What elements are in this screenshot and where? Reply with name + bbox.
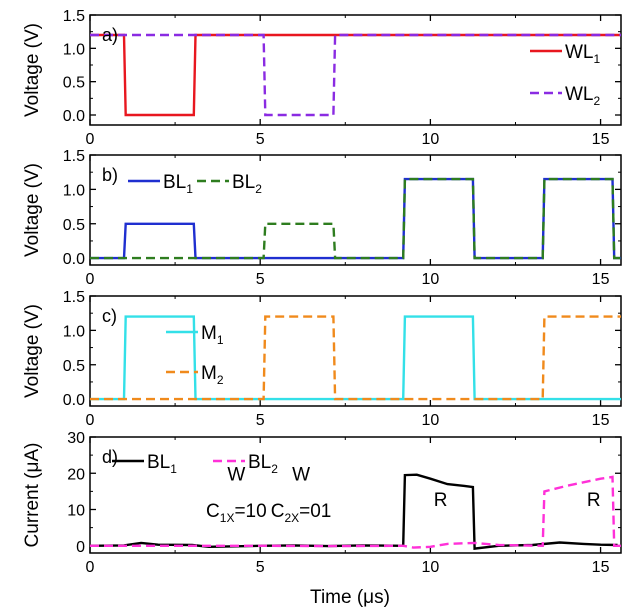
y-tick-label: 0.5 <box>63 217 85 234</box>
legend: BL1 BL2 <box>112 452 278 476</box>
panel-label: a) <box>102 25 118 45</box>
panel-label: b) <box>102 165 118 185</box>
panel-label: d) <box>102 447 118 467</box>
legend-label: BL2 <box>248 452 278 476</box>
y-tick-label: 20 <box>67 466 85 483</box>
annotation-r1: R <box>434 490 448 511</box>
x-tick-label: 0 <box>86 559 95 576</box>
annotation-r2: R <box>587 490 601 511</box>
legend-label: M1 <box>201 323 224 347</box>
series-wl1-line <box>90 33 621 117</box>
legend-label: WL1 <box>565 42 601 66</box>
y-axis-title: Voltage (V) <box>22 304 43 398</box>
series-wl2-line <box>90 33 621 117</box>
annotation-c1: C1X=10 <box>206 501 267 525</box>
x-tick-label: 15 <box>592 131 610 148</box>
x-tick-label: 10 <box>421 412 439 429</box>
y-axis-title: Voltage (V) <box>22 23 43 117</box>
x-tick-label: 15 <box>592 559 610 576</box>
x-tick-label: 10 <box>421 271 439 288</box>
y-tick-label: 1.0 <box>63 323 85 340</box>
y-tick-label: 30 <box>67 430 85 447</box>
series-bl2-line <box>90 177 621 260</box>
legend: WL1 WL2 <box>530 42 601 108</box>
y-tick-label: 1.0 <box>63 182 85 199</box>
legend-label: WL2 <box>565 84 601 108</box>
series-m2-line <box>90 315 621 401</box>
legend-label: BL2 <box>232 172 262 196</box>
y-tick-label: 0.5 <box>63 75 85 92</box>
y-tick-label: 1.5 <box>63 289 85 306</box>
y-tick-label: 0.0 <box>63 251 85 268</box>
annotation-w2: W <box>292 465 310 486</box>
plot-frame <box>89 295 622 407</box>
x-tick-label: 10 <box>421 559 439 576</box>
series-m1-line <box>90 315 621 401</box>
x-tick-label: 5 <box>256 131 265 148</box>
x-tick-label: 5 <box>256 271 265 288</box>
legend-label: M2 <box>201 363 224 387</box>
x-tick-label: 5 <box>256 559 265 576</box>
legend: BL1 BL2 <box>128 172 262 196</box>
panel-1: 0 5 10 15 0.0 0.5 1.0 1.5 Voltage (V) b) BL1 BL2 <box>22 148 622 288</box>
x-tick-label: 0 <box>86 412 95 429</box>
legend-label: BL1 <box>147 452 177 476</box>
x-tick-label: 15 <box>592 271 610 288</box>
panel-0: 0 5 10 15 0.0 0.5 1.0 1.5 Voltage (V) a) WL1 WL2 <box>22 8 622 148</box>
x-tick-label: 0 <box>86 131 95 148</box>
y-tick-label: 10 <box>67 503 85 520</box>
panel-2: 0 5 10 15 0.0 0.5 1.0 1.5 Voltage (V) c) M1 M2 <box>22 289 622 429</box>
y-tick-label: 0.0 <box>63 392 85 409</box>
y-tick-label: 0.5 <box>63 358 85 375</box>
x-tick-label: 0 <box>86 271 95 288</box>
x-tick-label: 10 <box>421 131 439 148</box>
y-tick-label: 1.0 <box>63 41 85 58</box>
y-tick-label: 0 <box>76 539 85 556</box>
panel-label: c) <box>102 306 117 326</box>
y-axis-title: Voltage (V) <box>22 163 43 257</box>
y-axis-title: Current (μA) <box>22 443 43 548</box>
annotation-w1: W <box>227 465 245 486</box>
series-bl1-line <box>89 473 618 550</box>
legend-label: BL1 <box>163 172 193 196</box>
x-tick-label: 5 <box>256 412 265 429</box>
plot-frame <box>89 436 622 554</box>
x-axis-title: Time (μs) <box>310 587 390 608</box>
plot-frame <box>89 154 622 266</box>
y-tick-label: 1.5 <box>63 148 85 165</box>
plot-frame <box>89 14 622 126</box>
series-bl2-line <box>90 475 621 549</box>
y-tick-label: 1.5 <box>63 8 85 25</box>
y-tick-label: 0.0 <box>63 108 85 125</box>
annotation-c2: C2X=01 <box>271 501 332 525</box>
x-tick-label: 15 <box>592 412 610 429</box>
